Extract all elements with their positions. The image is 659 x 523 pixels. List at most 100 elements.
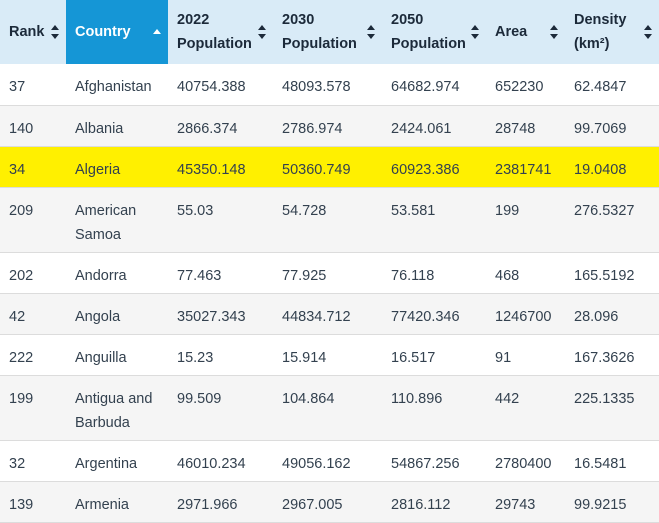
cell-pop-2030: 44834.712 bbox=[273, 293, 382, 335]
cell-pop-2030: 2786.974 bbox=[273, 105, 382, 147]
cell-pop-2050: 76.118 bbox=[382, 252, 486, 294]
sort-icon bbox=[51, 25, 60, 39]
table-row: 222 Anguilla 15.23 15.914 16.517 91 167.… bbox=[0, 334, 659, 376]
cell-rank: 37 bbox=[0, 64, 66, 106]
cell-area: 28748 bbox=[486, 105, 565, 147]
cell-area: 468 bbox=[486, 252, 565, 294]
cell-area: 1246700 bbox=[486, 293, 565, 335]
cell-density: 28.096 bbox=[565, 293, 659, 335]
table-row: 139 Armenia 2971.966 2967.005 2816.112 2… bbox=[0, 481, 659, 523]
cell-pop-2030: 2967.005 bbox=[273, 481, 382, 523]
cell-density: 165.5192 bbox=[565, 252, 659, 294]
cell-country: Afghanistan bbox=[66, 64, 168, 106]
cell-density: 99.7069 bbox=[565, 105, 659, 147]
column-header-label: Population bbox=[282, 36, 357, 52]
cell-pop-2022: 2866.374 bbox=[168, 105, 273, 147]
table-row: 209 American Samoa 55.03 54.728 53.581 1… bbox=[0, 187, 659, 253]
cell-rank: 140 bbox=[0, 105, 66, 147]
cell-rank: 42 bbox=[0, 293, 66, 335]
cell-pop-2030: 48093.578 bbox=[273, 64, 382, 106]
cell-pop-2022: 77.463 bbox=[168, 252, 273, 294]
column-header-label: 2022 bbox=[177, 12, 210, 28]
sort-icon bbox=[550, 25, 559, 39]
cell-pop-2050: 54867.256 bbox=[382, 440, 486, 482]
cell-rank: 34 bbox=[0, 146, 66, 188]
cell-rank: 209 bbox=[0, 187, 66, 253]
column-header-label: Area bbox=[495, 24, 528, 40]
table-row: 140 Albania 2866.374 2786.974 2424.061 2… bbox=[0, 105, 659, 147]
cell-density: 99.9215 bbox=[565, 481, 659, 523]
column-header-label: Population bbox=[391, 36, 466, 52]
cell-area: 2381741 bbox=[486, 146, 565, 188]
cell-rank: 202 bbox=[0, 252, 66, 294]
cell-pop-2022: 2971.966 bbox=[168, 481, 273, 523]
cell-area: 652230 bbox=[486, 64, 565, 106]
cell-country: Antigua and Barbuda bbox=[66, 375, 168, 441]
cell-pop-2030: 77.925 bbox=[273, 252, 382, 294]
sort-icon bbox=[367, 25, 376, 39]
cell-pop-2022: 15.23 bbox=[168, 334, 273, 376]
cell-area: 29743 bbox=[486, 481, 565, 523]
cell-pop-2050: 60923.386 bbox=[382, 146, 486, 188]
column-header-label: Country bbox=[75, 24, 131, 40]
column-header-density[interactable]: Density (km²) bbox=[565, 0, 659, 64]
cell-pop-2030: 50360.749 bbox=[273, 146, 382, 188]
table-row: 32 Argentina 46010.234 49056.162 54867.2… bbox=[0, 440, 659, 482]
column-header-2050-population[interactable]: 2050 Population bbox=[382, 0, 486, 64]
cell-density: 225.1335 bbox=[565, 375, 659, 441]
cell-pop-2022: 35027.343 bbox=[168, 293, 273, 335]
column-header-country[interactable]: Country bbox=[66, 0, 168, 64]
cell-country: Anguilla bbox=[66, 334, 168, 376]
table-row: 37 Afghanistan 40754.388 48093.578 64682… bbox=[0, 64, 659, 106]
cell-pop-2050: 64682.974 bbox=[382, 64, 486, 106]
cell-density: 276.5327 bbox=[565, 187, 659, 253]
column-header-2022-population[interactable]: 2022 Population bbox=[168, 0, 273, 64]
cell-pop-2050: 77420.346 bbox=[382, 293, 486, 335]
cell-density: 62.4847 bbox=[565, 64, 659, 106]
cell-area: 2780400 bbox=[486, 440, 565, 482]
cell-country: Armenia bbox=[66, 481, 168, 523]
table-row: 199 Antigua and Barbuda 99.509 104.864 1… bbox=[0, 375, 659, 441]
column-header-label: 2050 bbox=[391, 12, 424, 28]
cell-pop-2050: 2816.112 bbox=[382, 481, 486, 523]
cell-area: 91 bbox=[486, 334, 565, 376]
column-header-area[interactable]: Area bbox=[486, 0, 565, 64]
cell-country: Argentina bbox=[66, 440, 168, 482]
cell-pop-2022: 46010.234 bbox=[168, 440, 273, 482]
cell-country: Albania bbox=[66, 105, 168, 147]
cell-pop-2030: 15.914 bbox=[273, 334, 382, 376]
sort-ascending-icon bbox=[153, 25, 162, 39]
cell-pop-2022: 40754.388 bbox=[168, 64, 273, 106]
cell-pop-2050: 53.581 bbox=[382, 187, 486, 253]
cell-area: 199 bbox=[486, 187, 565, 253]
column-header-2030-population[interactable]: 2030 Population bbox=[273, 0, 382, 64]
cell-pop-2030: 54.728 bbox=[273, 187, 382, 253]
cell-pop-2022: 55.03 bbox=[168, 187, 273, 253]
cell-rank: 32 bbox=[0, 440, 66, 482]
cell-country: Andorra bbox=[66, 252, 168, 294]
cell-density: 16.5481 bbox=[565, 440, 659, 482]
cell-rank: 222 bbox=[0, 334, 66, 376]
cell-rank: 199 bbox=[0, 375, 66, 441]
sort-icon bbox=[471, 25, 480, 39]
column-header-label: 2030 bbox=[282, 12, 315, 28]
column-header-label: Population bbox=[177, 36, 252, 52]
column-header-rank[interactable]: Rank bbox=[0, 0, 66, 64]
cell-pop-2050: 16.517 bbox=[382, 334, 486, 376]
column-header-label: (km²) bbox=[574, 36, 610, 52]
cell-pop-2030: 49056.162 bbox=[273, 440, 382, 482]
table-row: 42 Angola 35027.343 44834.712 77420.346 … bbox=[0, 293, 659, 335]
cell-country: American Samoa bbox=[66, 187, 168, 253]
table-row: 202 Andorra 77.463 77.925 76.118 468 165… bbox=[0, 252, 659, 294]
column-header-label: Rank bbox=[9, 24, 45, 40]
sort-icon bbox=[644, 25, 653, 39]
column-header-label: Density bbox=[574, 12, 627, 28]
cell-rank: 139 bbox=[0, 481, 66, 523]
cell-pop-2022: 45350.148 bbox=[168, 146, 273, 188]
cell-country: Angola bbox=[66, 293, 168, 335]
table-header-row: Rank Country 2022 Population 2030 Popula… bbox=[0, 0, 659, 64]
cell-density: 19.0408 bbox=[565, 146, 659, 188]
cell-pop-2050: 2424.061 bbox=[382, 105, 486, 147]
cell-pop-2050: 110.896 bbox=[382, 375, 486, 441]
